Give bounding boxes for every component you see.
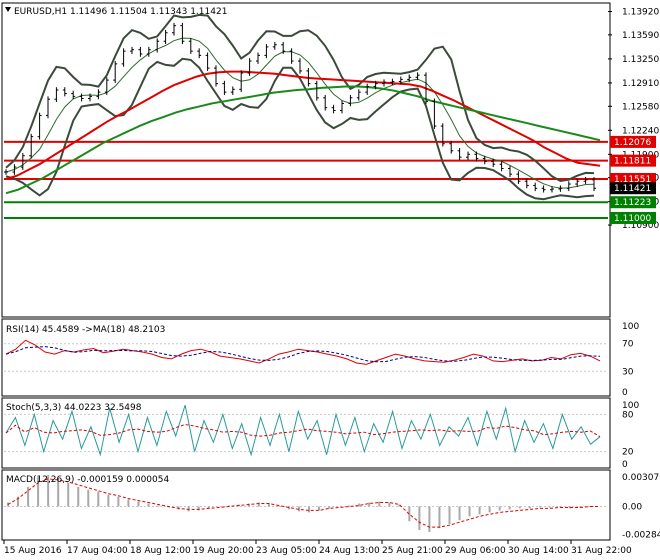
time-tick-label: 30 Aug 14:00: [508, 546, 569, 556]
macd-pane: 0.003076 0.00 -0.002841 MACD(12,26,9) -0.0…: [1, 469, 660, 541]
price-tick-label: 1.13590: [622, 31, 659, 41]
level-tag: [610, 135, 656, 148]
oscillator-main-line: [5, 339, 601, 365]
macd-tick-label: -0.002841: [622, 530, 660, 540]
moving-average-line: [5, 85, 601, 195]
stochastic-grid: [4, 413, 608, 453]
chart-title-text: EURUSD,H1 1.11496 1.11504 1.11343 1.1142…: [14, 7, 227, 17]
macd-label: MACD(12,26,9) -0.000159 0.000054: [6, 475, 169, 485]
oscillator-tick-label: 30: [622, 367, 634, 377]
middle-band: [5, 37, 595, 189]
time-tick-label: 29 Aug 06:00: [445, 546, 506, 556]
oscillator-tick-label: 0: [622, 388, 628, 398]
rsi-pane: 100 70 30 0 RSI(14) 45.4589 ->MA(18) 48.210…: [1, 318, 639, 398]
price-tick-label: 1.13920: [622, 8, 659, 18]
current-price-tag: [610, 182, 656, 195]
time-tick-label: 25 Aug 21:00: [382, 546, 443, 556]
time-tick-label: 18 Aug 12:00: [130, 546, 191, 556]
time-axis: 15 Aug 2016 17 Aug 04:00 18 Aug 12:00 19 Au…: [3, 540, 632, 556]
stochastic-lines: [5, 404, 601, 457]
level-tag: [610, 211, 656, 224]
level-tag: [610, 154, 656, 167]
price-tick-label: 1.13250: [622, 55, 659, 65]
price-tick-label: 1.10900: [622, 221, 659, 231]
time-tick-label: 23 Aug 05:00: [256, 546, 317, 556]
level-tag: [610, 173, 656, 186]
level-tag-label: 1.11551: [614, 175, 651, 185]
macd-axis: 0.003076 0.00 -0.002841: [622, 473, 660, 540]
time-tick-label: 15 Aug 2016: [4, 546, 62, 556]
time-tick-label: 24 Aug 13:00: [319, 546, 380, 556]
level-tag-label: 1.11223: [614, 198, 651, 208]
macd-pane-frame: [1, 469, 611, 541]
price-tick-label: 1.12240: [622, 126, 659, 136]
lower-band: [5, 57, 595, 201]
level-tag-label: 1.12076: [614, 138, 651, 148]
time-tick-label: 17 Aug 04:00: [67, 546, 128, 556]
oscillator-main-line: [5, 404, 601, 457]
moving-average-line: [5, 70, 601, 181]
rsi-pane-frame: [1, 318, 611, 397]
upper-band: [5, 13, 595, 183]
rsi-grid: [4, 343, 608, 372]
stochastic-label: Stoch(5,3,3) 44.0223 32.5498: [6, 403, 142, 413]
current-price-label: 1.11421: [614, 184, 651, 194]
oscillator-tick-label: 80: [622, 410, 634, 420]
macd-tick-label: 0.003076: [622, 473, 660, 483]
oscillator-tick-label: 100: [622, 322, 639, 332]
oscillator-tick-label: 100: [622, 401, 639, 411]
level-tags: 1.12076 1.11811 1.11551 1.11223 1.11000 1.114…: [610, 135, 656, 224]
level-tag-label: 1.11000: [614, 214, 651, 224]
dropdown-arrow-icon[interactable]: [5, 7, 11, 12]
bollinger-bands: [5, 13, 595, 201]
level-tag: [610, 196, 656, 209]
moving-averages: [5, 70, 601, 195]
chart-title: EURUSD,H1 1.11496 1.11504 1.11343 1.1142…: [5, 7, 227, 17]
time-tick-label: 31 Aug 22:00: [571, 546, 632, 556]
oscillator-signal-line: [5, 346, 601, 363]
macd-tick-label: 0.00: [622, 502, 642, 512]
macd-signal-line: [7, 478, 600, 528]
rsi-lines: [5, 339, 601, 365]
price-tick-label: 1.12580: [622, 102, 659, 112]
rsi-axis: 100 70 30 0: [622, 322, 639, 398]
oscillator-tick-label: 0: [622, 460, 628, 470]
time-tick-label: 19 Aug 20:00: [193, 546, 254, 556]
oscillator-tick-label: 20: [622, 448, 634, 458]
macd-signal-path: [7, 478, 600, 528]
oscillator-tick-label: 70: [622, 340, 634, 350]
oscillator-signal-line: [5, 423, 601, 438]
price-tick-label: 1.12910: [622, 79, 659, 89]
price-pane: 1.13920 1.13590 1.13250 1.12910 1.12580 1.122…: [1, 2, 659, 318]
price-bars: [4, 22, 596, 193]
level-tag-label: 1.11811: [614, 157, 651, 167]
rsi-label: RSI(14) 45.4589 ->MA(18) 48.2103: [6, 325, 165, 335]
